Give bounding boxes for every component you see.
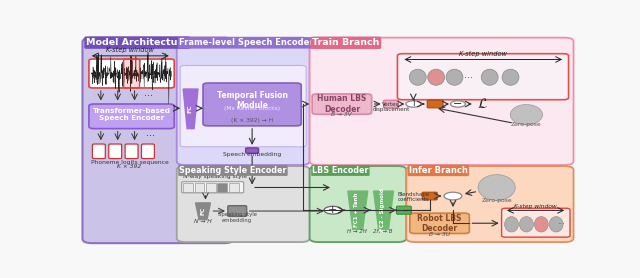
Text: ...: ... (557, 217, 565, 226)
FancyBboxPatch shape (141, 144, 154, 158)
Text: K-step window: K-step window (514, 204, 557, 209)
Text: N → H: N → H (194, 219, 212, 224)
Text: FC: FC (187, 104, 192, 113)
Polygon shape (374, 191, 394, 229)
Text: H → 2H: H → 2H (347, 229, 367, 234)
FancyBboxPatch shape (397, 54, 568, 100)
Text: ...: ... (465, 70, 474, 80)
Circle shape (451, 101, 465, 107)
Text: Zero-pose: Zero-pose (511, 123, 541, 128)
Text: FC: FC (200, 207, 205, 215)
Text: (K × 392) → H: (K × 392) → H (231, 118, 273, 123)
Polygon shape (183, 89, 198, 129)
Ellipse shape (504, 217, 518, 232)
Text: Model Architecture: Model Architecture (86, 38, 188, 47)
FancyBboxPatch shape (92, 144, 106, 158)
FancyBboxPatch shape (124, 59, 140, 88)
FancyBboxPatch shape (203, 83, 301, 126)
Ellipse shape (481, 69, 498, 85)
Text: (Mx Resnet blocks): (Mx Resnet blocks) (224, 106, 280, 111)
FancyBboxPatch shape (83, 38, 234, 243)
Text: K-step window: K-step window (460, 51, 507, 57)
Text: Zero-pose: Zero-pose (481, 198, 512, 203)
FancyBboxPatch shape (125, 144, 138, 158)
FancyBboxPatch shape (177, 38, 310, 165)
FancyBboxPatch shape (422, 192, 437, 200)
Text: −: − (453, 99, 463, 109)
FancyBboxPatch shape (180, 65, 306, 147)
Text: Vertex
displacement: Vertex displacement (372, 102, 410, 113)
Text: 2H → B: 2H → B (373, 229, 392, 234)
FancyBboxPatch shape (428, 100, 443, 108)
Text: I: I (412, 100, 415, 108)
Bar (206, 183, 216, 192)
Text: Speaking style
embedding: Speaking style embedding (218, 212, 257, 223)
Text: Frame-level Speech Encoder: Frame-level Speech Encoder (179, 38, 314, 47)
Ellipse shape (520, 217, 533, 232)
Text: B → 3V: B → 3V (332, 112, 353, 117)
Circle shape (444, 192, 462, 200)
Text: Train Branch: Train Branch (312, 38, 380, 47)
FancyBboxPatch shape (228, 206, 246, 216)
Ellipse shape (428, 69, 445, 85)
FancyBboxPatch shape (182, 182, 244, 193)
Text: B → 3U: B → 3U (429, 232, 450, 237)
FancyBboxPatch shape (410, 213, 469, 234)
Text: FC1 + Tanh: FC1 + Tanh (355, 193, 359, 227)
Text: Speaking Style Encoder: Speaking Style Encoder (179, 166, 287, 175)
Text: Robot LBS
Decoder: Robot LBS Decoder (417, 214, 462, 233)
FancyBboxPatch shape (246, 148, 259, 153)
Bar (183, 183, 193, 192)
Ellipse shape (446, 69, 463, 85)
Bar (229, 183, 239, 192)
Text: Blendshape
coefficients: Blendshape coefficients (397, 192, 429, 202)
FancyBboxPatch shape (312, 94, 372, 114)
FancyBboxPatch shape (109, 144, 122, 158)
Ellipse shape (549, 217, 563, 232)
Text: Temporal Fusion
Module: Temporal Fusion Module (216, 91, 287, 110)
FancyBboxPatch shape (396, 206, 412, 214)
Ellipse shape (410, 69, 426, 85)
Circle shape (406, 101, 420, 107)
Text: K × 392: K × 392 (118, 164, 141, 169)
Circle shape (324, 206, 342, 214)
FancyBboxPatch shape (502, 208, 570, 237)
Text: N-way speaking style: N-way speaking style (182, 174, 246, 179)
Text: Transformer-based
Speech Encoder: Transformer-based Speech Encoder (93, 108, 171, 121)
Ellipse shape (502, 69, 519, 85)
Ellipse shape (534, 217, 548, 232)
FancyBboxPatch shape (406, 166, 573, 242)
Ellipse shape (478, 175, 515, 200)
Text: K-step window: K-step window (106, 47, 154, 53)
Bar (195, 183, 205, 192)
Text: FC2 - Sigmoid: FC2 - Sigmoid (380, 188, 385, 231)
FancyBboxPatch shape (310, 38, 573, 165)
FancyBboxPatch shape (177, 166, 310, 242)
Ellipse shape (510, 105, 543, 125)
Text: +: + (328, 205, 338, 215)
Polygon shape (196, 203, 211, 220)
FancyBboxPatch shape (89, 104, 174, 129)
Polygon shape (348, 191, 368, 229)
Text: ...: ... (144, 88, 153, 98)
Text: Infer Branch: Infer Branch (409, 166, 468, 175)
FancyBboxPatch shape (310, 166, 406, 242)
FancyBboxPatch shape (383, 100, 399, 108)
Text: Phoneme logits sequence: Phoneme logits sequence (91, 160, 168, 165)
FancyBboxPatch shape (89, 59, 174, 88)
Text: Speech embedding: Speech embedding (223, 152, 281, 157)
Text: Human LBS
Decoder: Human LBS Decoder (317, 94, 367, 114)
Text: LBS Encoder: LBS Encoder (312, 166, 369, 175)
Text: $\mathcal{L}$: $\mathcal{L}$ (477, 97, 488, 111)
Text: ...: ... (146, 128, 155, 138)
Bar (218, 183, 227, 192)
